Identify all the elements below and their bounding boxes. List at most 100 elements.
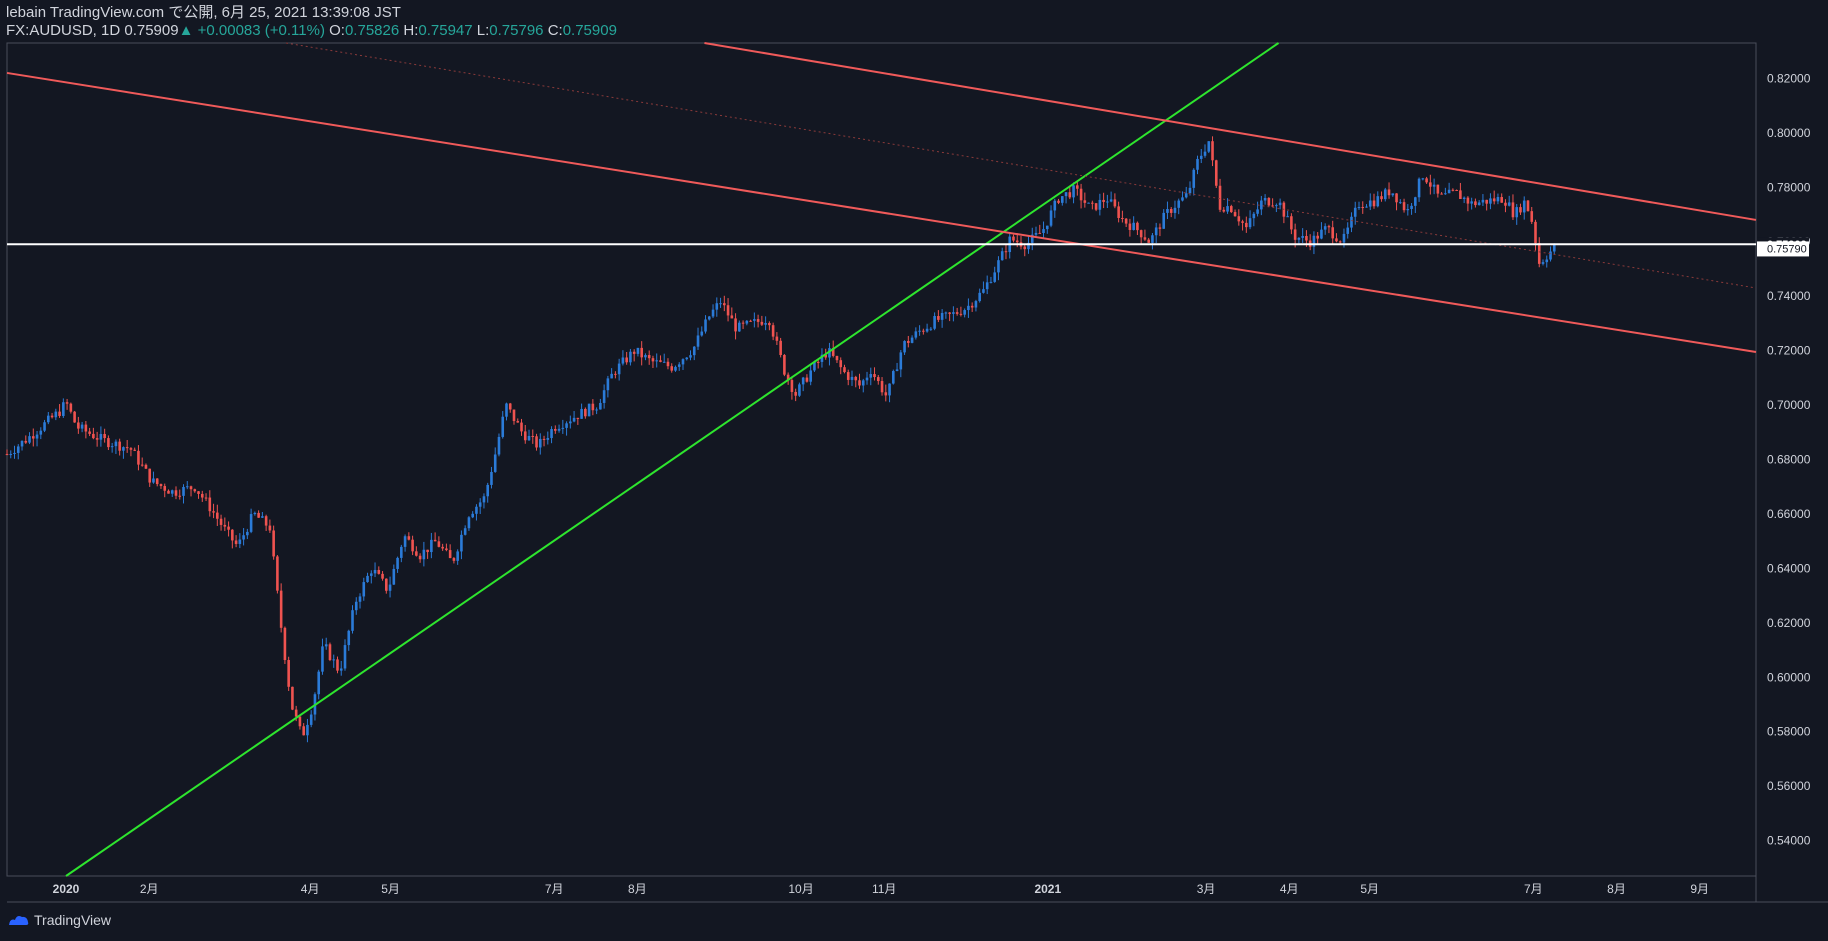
candle-body bbox=[610, 373, 613, 379]
candle-body bbox=[858, 380, 861, 386]
candle-body bbox=[948, 312, 951, 314]
candle-body bbox=[1091, 202, 1094, 204]
candle-body bbox=[321, 646, 324, 672]
candle-body bbox=[1417, 178, 1421, 198]
candle-body bbox=[599, 402, 602, 410]
candle-body bbox=[745, 320, 749, 324]
candle-body bbox=[24, 440, 28, 443]
candle-body bbox=[328, 644, 332, 661]
candle-body bbox=[685, 357, 689, 360]
candle-body bbox=[1000, 251, 1004, 261]
candle-body bbox=[65, 402, 69, 404]
close-value: 0.75909 bbox=[562, 22, 617, 39]
time-tick-label: 5月 bbox=[1360, 882, 1379, 896]
tradingview-logo-icon bbox=[9, 916, 29, 925]
time-tick-label: 2021 bbox=[1034, 882, 1061, 896]
candle-body bbox=[493, 454, 497, 472]
price-tick-label: 0.60000 bbox=[1767, 670, 1811, 684]
candle-body bbox=[185, 486, 189, 488]
candle-body bbox=[655, 360, 659, 362]
symbol-label[interactable]: FX:AUDUSD, 1D bbox=[6, 22, 121, 39]
candle-body bbox=[557, 428, 561, 431]
candle-body bbox=[309, 714, 313, 725]
candle-body bbox=[1545, 259, 1549, 263]
candle-body bbox=[407, 536, 411, 540]
candle-body bbox=[880, 381, 884, 393]
candle-body bbox=[1447, 189, 1451, 194]
last-price: 0.75909 bbox=[124, 22, 179, 39]
red-channel-middle-dotted-line[interactable] bbox=[285, 42, 1757, 289]
candle-body bbox=[666, 361, 670, 367]
candle-body bbox=[373, 569, 377, 574]
candle-body bbox=[58, 411, 61, 416]
candle-body bbox=[358, 596, 362, 602]
candle-body bbox=[993, 272, 997, 282]
candle-body bbox=[1117, 206, 1120, 218]
candle-body bbox=[197, 491, 200, 494]
candle-body bbox=[1045, 225, 1049, 230]
red-channel-lower-line[interactable] bbox=[6, 71, 1757, 353]
candle-body bbox=[508, 403, 512, 410]
candle-body bbox=[362, 582, 366, 597]
candle-body bbox=[264, 516, 268, 526]
candle-body bbox=[1406, 208, 1410, 211]
candle-body bbox=[1489, 198, 1492, 204]
red-channel-upper-line[interactable] bbox=[704, 42, 1757, 221]
candle-body bbox=[550, 429, 553, 439]
candle-body bbox=[1233, 212, 1237, 217]
high-label: H: bbox=[403, 22, 419, 39]
candle-body bbox=[460, 534, 463, 552]
candle-body bbox=[13, 452, 16, 454]
candle-body bbox=[602, 390, 606, 403]
candle-body bbox=[846, 372, 850, 380]
price-tick-label: 0.80000 bbox=[1767, 126, 1811, 140]
candle-body bbox=[152, 478, 155, 483]
candle-body bbox=[989, 281, 993, 283]
candle-body bbox=[279, 590, 283, 628]
candle-body bbox=[546, 438, 550, 440]
candle-body bbox=[726, 305, 730, 316]
price-axis[interactable]: 0.54000 0.56000 0.58000 0.60000 0.62000 0.640… bbox=[1767, 71, 1811, 847]
candle-body bbox=[520, 422, 523, 432]
candle-body bbox=[1477, 202, 1481, 206]
candle-body bbox=[1192, 169, 1196, 188]
candle-body bbox=[43, 422, 46, 431]
candle-body bbox=[1030, 234, 1034, 243]
candle-body bbox=[531, 435, 535, 437]
candle-body bbox=[1049, 210, 1053, 226]
price-tick-label: 0.62000 bbox=[1767, 616, 1811, 630]
candles-layer bbox=[5, 136, 1556, 743]
candle-body bbox=[1414, 197, 1417, 206]
tradingview-logo[interactable]: TradingView bbox=[8, 912, 111, 928]
candle-body bbox=[1395, 193, 1398, 203]
candle-body bbox=[1128, 223, 1132, 230]
candle-body bbox=[1136, 222, 1139, 231]
candle-body bbox=[88, 431, 91, 434]
candle-body bbox=[970, 305, 974, 308]
green-uptrend-line[interactable] bbox=[65, 42, 1280, 877]
candle-body bbox=[148, 468, 152, 483]
candle-body bbox=[445, 548, 448, 551]
ohlc-legend: FX:AUDUSD, 1D 0.75909▲ +0.00083 (+0.11%)… bbox=[6, 22, 617, 40]
candle-body bbox=[1218, 185, 1222, 210]
candle-body bbox=[1012, 236, 1015, 241]
secondary-price-tag: 0.75790 bbox=[1757, 241, 1809, 257]
candle-body bbox=[820, 354, 824, 362]
candle-body bbox=[1267, 198, 1271, 206]
candle-body bbox=[1331, 227, 1334, 239]
candle-body bbox=[914, 331, 918, 338]
candle-body bbox=[1169, 209, 1173, 213]
candle-body bbox=[1470, 201, 1473, 204]
candle-body bbox=[843, 367, 846, 373]
candle-body bbox=[982, 289, 985, 293]
time-axis[interactable]: 2020 2月 4月 5月 7月 8月 10月 11月 2021 3月 4月 5月 7月 8月 9月 bbox=[53, 882, 1709, 896]
trendlines-layer[interactable] bbox=[6, 42, 1757, 877]
time-tick-label: 7月 bbox=[545, 882, 564, 896]
time-tick-label: 2020 bbox=[53, 882, 80, 896]
candle-body bbox=[1154, 227, 1158, 236]
candle-body bbox=[1106, 201, 1109, 203]
candle-body bbox=[317, 671, 321, 695]
candle-body bbox=[1361, 206, 1365, 208]
price-tick-label: 0.70000 bbox=[1767, 398, 1811, 412]
